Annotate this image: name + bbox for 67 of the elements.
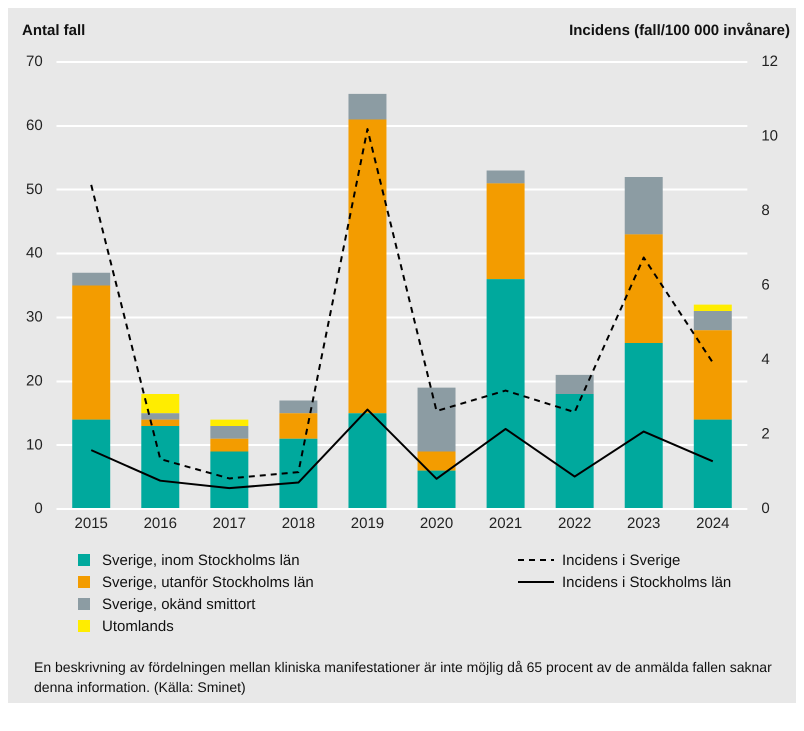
y-tick-label: 70 bbox=[26, 53, 43, 70]
bar bbox=[486, 170, 525, 184]
x-tick-label: 2022 bbox=[558, 515, 592, 532]
text: En beskrivning av fördelningen mellan kliniska manifestationer är inte möjlig då 65 procent av de anmälda fallen saknar denna information. (Källa: Sminet) bbox=[34, 658, 773, 697]
bar bbox=[210, 420, 248, 426]
x-tick-label: 2024 bbox=[696, 515, 730, 532]
y2-tick-label: 10 bbox=[761, 128, 778, 145]
y-tick-label: 0 bbox=[34, 500, 43, 518]
bar bbox=[141, 413, 180, 420]
y-tick-label: 20 bbox=[26, 372, 43, 390]
y2-tick-label: 4 bbox=[761, 351, 770, 368]
bar bbox=[210, 426, 248, 439]
bar bbox=[556, 394, 594, 508]
y2-tick-label: 2 bbox=[761, 426, 770, 443]
bar bbox=[72, 286, 110, 420]
bar bbox=[486, 183, 525, 280]
bar bbox=[141, 426, 180, 508]
y-axis-title: Antal fall bbox=[22, 22, 86, 39]
bar bbox=[72, 272, 110, 286]
y2-axis-title: Incidens (fall/100 000 invånare) bbox=[569, 22, 790, 39]
bar bbox=[694, 311, 732, 330]
bar bbox=[279, 400, 318, 414]
bar bbox=[624, 176, 663, 234]
bar bbox=[141, 420, 180, 426]
bar bbox=[418, 452, 456, 471]
bar bbox=[348, 94, 386, 120]
x-tick-label: 2019 bbox=[350, 515, 384, 532]
bar bbox=[348, 413, 386, 508]
bar bbox=[694, 330, 732, 420]
x-tick-label: 2016 bbox=[144, 515, 177, 532]
bar bbox=[694, 420, 732, 508]
bar bbox=[348, 119, 386, 414]
x-tick-label: 2020 bbox=[420, 515, 454, 532]
legend-label: Incidens i Sverige bbox=[562, 552, 680, 568]
y2-tick-label: 12 bbox=[761, 53, 778, 70]
bar bbox=[624, 342, 663, 508]
bar bbox=[72, 420, 110, 508]
legend-label: Sverige, okänd smittort bbox=[102, 596, 256, 612]
legend-label: Utomlands bbox=[102, 618, 174, 634]
bar bbox=[624, 234, 663, 343]
y-tick-label: 50 bbox=[26, 180, 43, 198]
y-tick-label: 10 bbox=[26, 436, 43, 454]
x-tick-label: 2021 bbox=[488, 515, 522, 532]
bar bbox=[210, 438, 248, 452]
line-series bbox=[90, 128, 714, 480]
y2-tick-label: 8 bbox=[761, 202, 770, 220]
y-tick-label: 40 bbox=[26, 244, 43, 262]
x-tick-label: 2015 bbox=[74, 515, 108, 532]
bar bbox=[418, 388, 456, 452]
bar bbox=[141, 394, 180, 414]
legend-label: Sverige, inom Stockholms län bbox=[102, 552, 300, 568]
bar bbox=[486, 279, 525, 508]
x-tick-label: 2017 bbox=[212, 515, 246, 532]
legend-label: Sverige, utanför Stockholms län bbox=[102, 574, 314, 590]
bar bbox=[210, 452, 248, 508]
bar bbox=[694, 304, 732, 312]
y2-tick-label: 0 bbox=[761, 500, 770, 518]
x-tick-label: 2018 bbox=[282, 515, 316, 532]
bar bbox=[418, 470, 456, 508]
bar bbox=[279, 413, 318, 439]
bar bbox=[279, 438, 318, 508]
y-tick-label: 30 bbox=[26, 308, 43, 326]
legend-label: Incidens i Stockholms län bbox=[562, 574, 732, 590]
x-tick-label: 2023 bbox=[627, 515, 660, 532]
y2-tick-label: 6 bbox=[761, 276, 770, 294]
y-tick-label: 60 bbox=[26, 117, 43, 134]
bar bbox=[556, 374, 594, 394]
